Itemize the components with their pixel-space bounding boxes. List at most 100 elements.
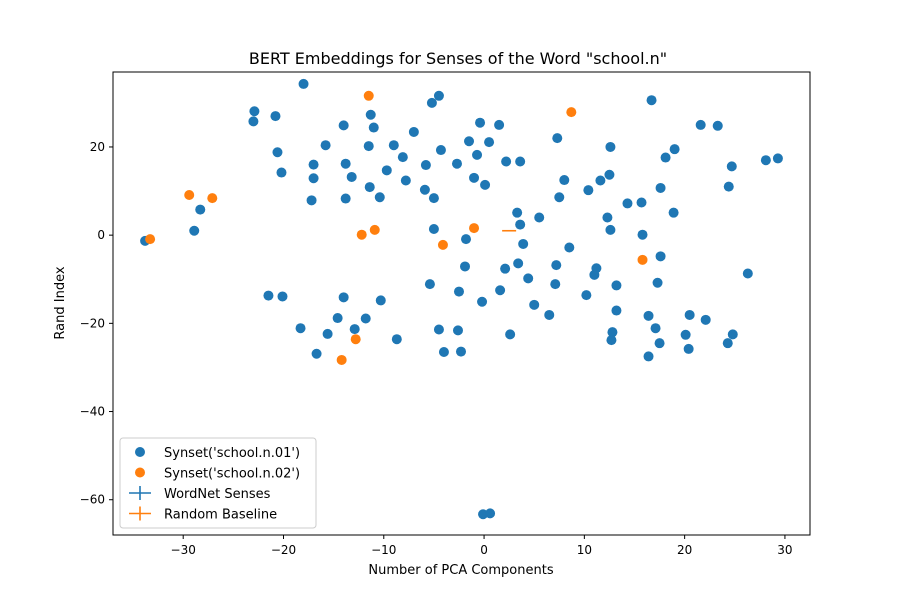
data-point-series-1 (453, 286, 464, 297)
data-point-series-1 (451, 158, 462, 169)
data-point-series-1 (469, 172, 480, 183)
y-tick-label: −20 (80, 316, 105, 330)
data-point-series-2 (184, 190, 195, 201)
data-point-series-1 (461, 234, 472, 245)
data-point-series-1 (604, 169, 615, 180)
legend-box (119, 437, 317, 529)
data-point-series-1 (332, 313, 343, 324)
data-point-series-1 (455, 346, 466, 357)
data-point-series-1 (559, 175, 570, 186)
data-point-series-1 (428, 223, 439, 234)
data-point-series-1 (306, 195, 317, 206)
data-point-series-1 (501, 156, 512, 167)
axis-ticks: −30 −20 −10 0 10 20 30 −60 −40 −20 0 20 (80, 140, 793, 557)
data-point-series-2 (356, 229, 367, 240)
data-point-series-1 (349, 324, 360, 335)
data-point-series-1 (500, 263, 511, 274)
data-point-series-2 (336, 354, 347, 365)
data-point-series-1 (607, 327, 618, 338)
data-point-series-1 (712, 120, 723, 131)
data-point-series-2 (363, 90, 374, 101)
data-point-series-2 (369, 224, 380, 235)
data-point-series-1 (529, 299, 540, 310)
data-point-series-1 (772, 153, 783, 164)
data-point-series-1 (606, 335, 617, 346)
data-point-series-1 (669, 144, 680, 155)
data-point-series-1 (340, 158, 351, 169)
data-point-series-1 (475, 117, 486, 128)
data-point-series-1 (295, 323, 306, 334)
data-point-series-1 (311, 348, 322, 359)
data-point-series-1 (723, 181, 734, 192)
data-point-series-1 (298, 78, 309, 89)
legend-label: Synset('school.n.02') (164, 467, 300, 482)
x-tick-label: −10 (371, 543, 396, 557)
data-point-series-1 (505, 329, 516, 340)
data-point-series-1 (660, 152, 671, 163)
y-tick-label: 0 (97, 228, 105, 242)
x-tick-label: 20 (677, 543, 692, 557)
data-point-series-1 (512, 207, 523, 218)
data-point-series-1 (581, 290, 592, 301)
data-point-series-1 (338, 120, 349, 131)
data-point-series-1 (484, 137, 495, 148)
data-point-series-1 (272, 147, 283, 158)
data-point-series-1 (611, 305, 622, 316)
data-point-series-1 (515, 219, 526, 230)
data-point-series-1 (435, 145, 446, 156)
x-tick-label: 30 (777, 543, 792, 557)
x-tick-label: −20 (271, 543, 296, 557)
data-point-series-1 (727, 329, 738, 340)
data-point-series-1 (438, 347, 449, 358)
data-point-series-1 (622, 198, 633, 209)
x-tick-label: 0 (480, 543, 488, 557)
x-axis-label: Number of PCA Components (368, 563, 553, 578)
data-point-series-1 (426, 97, 437, 108)
data-point-series-1 (564, 242, 575, 253)
data-point-series-1 (654, 338, 665, 349)
y-tick-label: 20 (90, 140, 105, 154)
data-point-series-1 (320, 140, 331, 151)
y-tick-label: −60 (80, 493, 105, 507)
data-point-series-1 (375, 295, 386, 306)
legend-item: Synset('school.n.01') (135, 446, 300, 461)
data-point-series-1 (668, 207, 679, 218)
data-point-series-1 (494, 119, 505, 130)
data-point-series-1 (700, 314, 711, 325)
data-point-series-1 (655, 251, 666, 262)
data-point-series-1 (518, 238, 529, 249)
legend-item: WordNet Senses (129, 486, 271, 502)
data-point-series-1 (646, 95, 657, 106)
data-point-series-1 (513, 258, 524, 269)
data-point-series-1 (554, 192, 565, 203)
data-point-series-1 (270, 111, 281, 122)
data-point-series-1 (643, 351, 654, 362)
data-point-series-1 (726, 161, 737, 172)
data-point-series-1 (523, 273, 534, 284)
axes-frame (112, 71, 811, 536)
plot-area (140, 78, 783, 520)
data-point-series-1 (605, 224, 616, 235)
data-point-series-1 (650, 323, 661, 334)
data-point-series-1 (611, 280, 622, 291)
data-point-series-1 (643, 310, 654, 321)
data-point-series-1 (363, 141, 374, 152)
data-point-series-1 (652, 277, 663, 288)
x-tick-label: −30 (171, 543, 196, 557)
data-point-series-1 (308, 159, 319, 170)
y-axis-label: Rand Index (53, 266, 68, 339)
data-point-series-1 (550, 279, 561, 290)
legend-label: Random Baseline (164, 508, 277, 523)
data-point-series-1 (683, 343, 694, 354)
data-point-series-1 (248, 116, 259, 127)
data-point-series-1 (552, 133, 563, 144)
data-point-series-1 (480, 179, 491, 190)
data-point-series-1 (308, 173, 319, 184)
data-point-series-1 (655, 182, 666, 193)
legend-marker (135, 447, 145, 457)
data-point-series-1 (263, 290, 274, 301)
data-point-series-1 (742, 268, 753, 279)
data-point-series-1 (680, 329, 691, 340)
data-point-series-1 (551, 260, 562, 271)
data-point-series-1 (544, 309, 555, 320)
